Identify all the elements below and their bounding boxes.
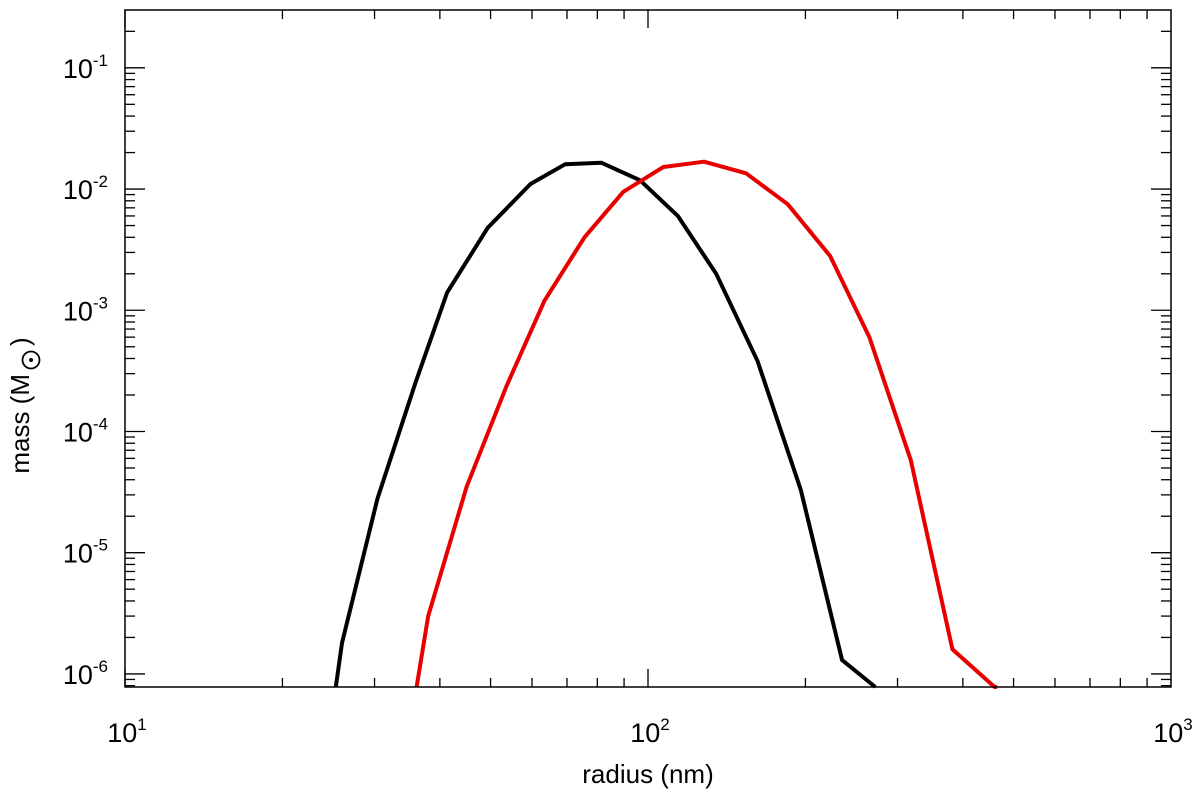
y-axis-label: mass (M ) (5, 337, 41, 474)
x-tick-label: 101 (107, 715, 147, 748)
y-tick-label: 10-1 (63, 51, 108, 84)
x-tick-labels: 101 102 103 (107, 715, 1193, 748)
y-tick-label: 10-5 (63, 536, 108, 569)
y-tick-labels: 10-6 10-5 10-4 10-3 10-2 10-1 (63, 51, 108, 690)
y-tick-label: 10-3 (63, 293, 108, 326)
y-axis-label-main: mass (M (5, 374, 35, 474)
series-layer (333, 159, 998, 689)
y-tick-label: 10-6 (63, 657, 108, 690)
minor-ticks (125, 10, 1171, 687)
y-axis-label-close: ) (5, 337, 35, 346)
y-tick-label: 10-2 (63, 172, 108, 205)
y-tick-label: 10-4 (63, 414, 108, 447)
x-tick-label: 103 (1153, 715, 1193, 748)
series-line-1 (333, 160, 877, 689)
series-line-2 (414, 159, 998, 689)
major-ticks (124, 10, 1171, 687)
x-axis-label: radius (nm) (582, 759, 713, 789)
x-tick-label: 102 (630, 715, 670, 748)
plot-frame (124, 9, 1172, 688)
sun-symbol (21, 350, 41, 370)
